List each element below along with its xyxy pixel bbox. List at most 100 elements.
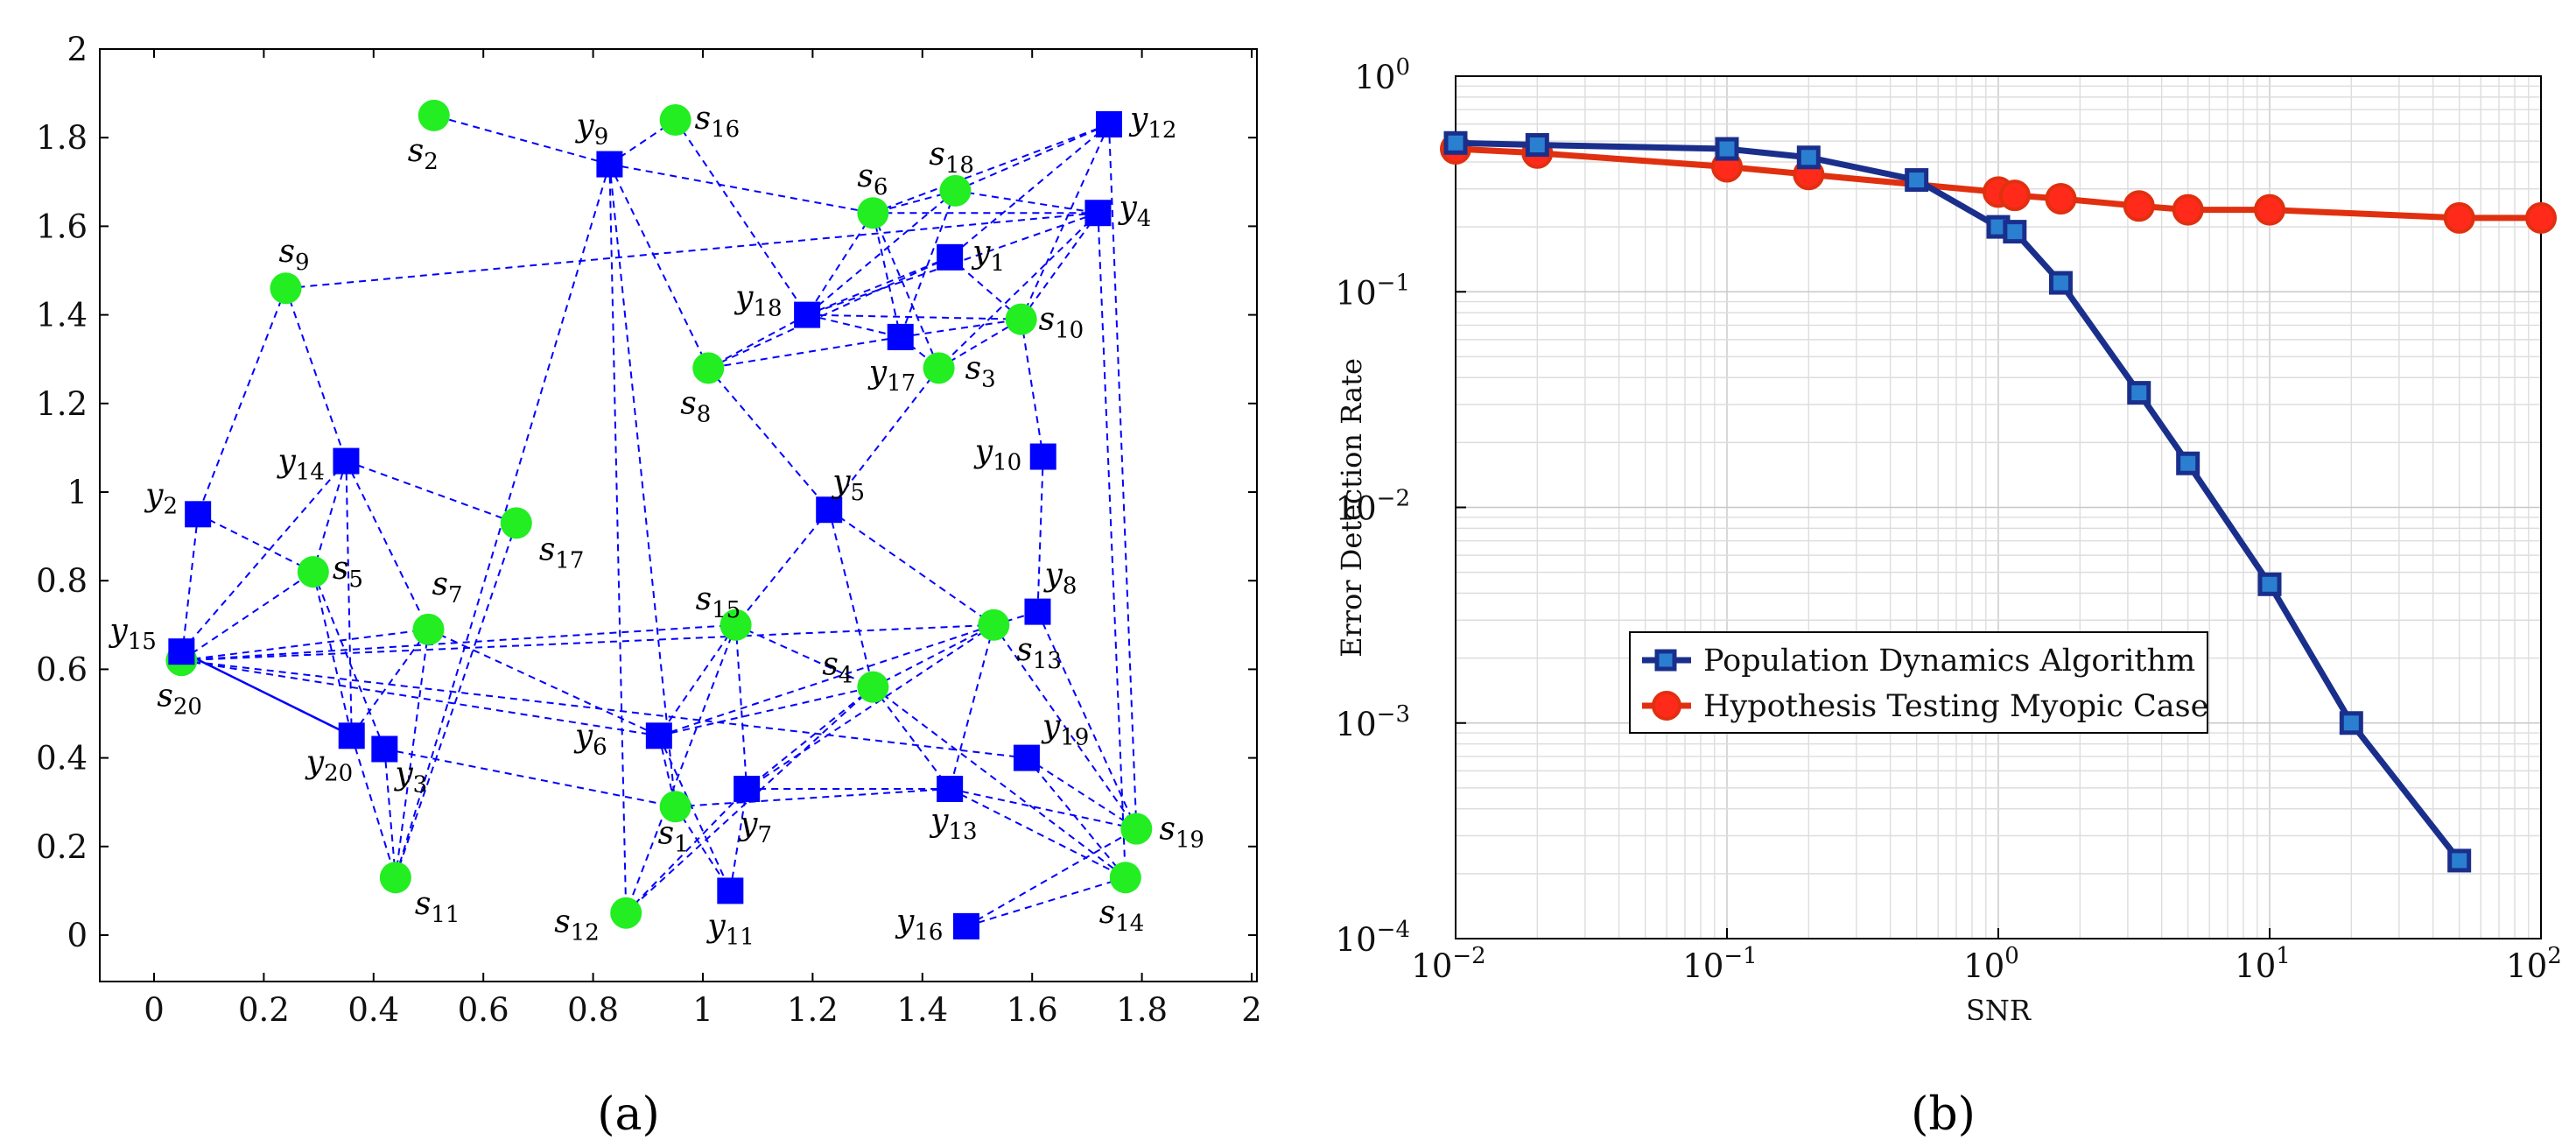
x-tick-label: 1.2 bbox=[787, 991, 839, 1029]
node-y9 bbox=[596, 151, 623, 178]
legend-label: Population Dynamics Algorithm bbox=[1703, 644, 2195, 679]
node-y3 bbox=[371, 735, 398, 763]
network-edge-y18-y17 bbox=[806, 313, 901, 338]
network-axis-ticks: 0 0.2 0.4 0.6 0.8 1 1.2 1.4 1.6 1.8 2 0 0.2 0.4 0.6 0.8… bbox=[36, 31, 1262, 1029]
network-edge-s7-s11 bbox=[394, 629, 430, 878]
data-point-hypothesis-testing bbox=[2045, 183, 2077, 215]
network-edge-y17-s8 bbox=[708, 335, 901, 369]
network-edge-s16-y18 bbox=[674, 119, 808, 316]
node-label-y18: y18 bbox=[733, 280, 782, 322]
node-label-y16: y16 bbox=[895, 904, 943, 946]
node-s3 bbox=[923, 352, 955, 384]
network-edge-s15-s4 bbox=[735, 623, 874, 688]
node-label-y9: y9 bbox=[574, 109, 608, 151]
network-edge-s20-s15 bbox=[181, 623, 736, 662]
node-s7 bbox=[412, 613, 445, 645]
x-tick-label: 100 bbox=[1963, 943, 2019, 985]
node-label-s5: s5 bbox=[333, 551, 363, 593]
network-edge-s15-y6 bbox=[658, 624, 737, 736]
network-edge-y12-y1 bbox=[949, 123, 1110, 258]
network-edge-s10-y10 bbox=[1020, 319, 1044, 457]
node-y12 bbox=[1095, 111, 1122, 138]
x-tick-label: 101 bbox=[2235, 943, 2291, 985]
node-label-s16: s16 bbox=[695, 101, 741, 143]
node-s18 bbox=[939, 174, 972, 207]
panel-label-b: (b) bbox=[1911, 1088, 1976, 1141]
network-edge-s3-y5 bbox=[828, 367, 940, 510]
node-label-s13: s13 bbox=[1016, 632, 1062, 674]
network-edge-s15-s12 bbox=[625, 624, 737, 914]
y-tick-label: 1.6 bbox=[36, 208, 88, 245]
network-edge-y18-s8 bbox=[707, 313, 808, 369]
y-tick-label: 0.4 bbox=[36, 740, 88, 778]
node-label-s8: s8 bbox=[680, 385, 711, 427]
network-edge-y1-s8 bbox=[707, 256, 951, 369]
node-label-y8: y8 bbox=[1042, 558, 1077, 600]
network-panel: s1 s2 s3 s4 s5 s6 s7 s8 s9 s10 s11 s12 s13 s14 s15 s16 s… bbox=[36, 31, 1262, 1141]
node-y8 bbox=[1024, 598, 1051, 625]
network-edge-y2-s5 bbox=[197, 513, 314, 573]
node-s6 bbox=[857, 197, 889, 229]
node-y17 bbox=[887, 323, 914, 350]
network-edge-y3-s1 bbox=[384, 748, 676, 808]
node-label-y19: y19 bbox=[1041, 709, 1089, 751]
node-label-s9: s9 bbox=[278, 234, 309, 276]
node-y16 bbox=[952, 912, 979, 939]
y-tick-label: 0.6 bbox=[36, 651, 88, 688]
network-edge-y8-s19 bbox=[1036, 611, 1138, 829]
data-point-population-dynamics bbox=[2003, 220, 2027, 244]
network-edge-s6-y17 bbox=[872, 213, 902, 338]
data-point-hypothesis-testing bbox=[2172, 194, 2204, 226]
network-edge-s9-y14 bbox=[284, 287, 347, 461]
series-line-hypothesis-testing bbox=[1455, 145, 2541, 222]
y-tick-label: 1 bbox=[67, 474, 88, 511]
node-label-s2: s2 bbox=[408, 133, 439, 175]
y-tick-label: 0.8 bbox=[36, 562, 88, 600]
network-edge-s4-s13 bbox=[872, 623, 994, 688]
data-point-population-dynamics bbox=[1905, 168, 1929, 193]
network-edge-s3-s10 bbox=[938, 318, 1022, 369]
network-edge-s6-s3 bbox=[872, 212, 940, 369]
node-label-y3: y3 bbox=[393, 756, 427, 798]
legend-marker-circle bbox=[1652, 691, 1681, 721]
network-edge-s20-s5 bbox=[180, 571, 314, 662]
node-label-y10: y10 bbox=[973, 434, 1021, 476]
node-s16 bbox=[659, 103, 691, 136]
network-edge-y6-s13 bbox=[658, 623, 994, 737]
legend-box bbox=[1629, 631, 2208, 734]
node-label-y7: y7 bbox=[738, 806, 772, 848]
network-edge-y4-y18 bbox=[806, 212, 1098, 316]
x-tick-label: 10−1 bbox=[1682, 943, 1757, 985]
network-edge-y19-s19 bbox=[1026, 756, 1137, 830]
network-edge-y1-y18 bbox=[806, 256, 951, 316]
network-edge-y3-s11 bbox=[383, 749, 397, 878]
y-tick-label: 10−1 bbox=[1336, 270, 1410, 312]
node-s17 bbox=[500, 507, 532, 539]
y-tick-label: 1.2 bbox=[36, 385, 88, 423]
network-edge-y9-s2 bbox=[433, 114, 610, 165]
y-tick-label: 10−4 bbox=[1336, 917, 1410, 959]
node-label-s7: s7 bbox=[432, 566, 463, 609]
node-s1 bbox=[659, 791, 691, 823]
y-tick-label: 1.4 bbox=[36, 297, 88, 334]
node-s15 bbox=[719, 609, 752, 641]
network-edge-y20-s11 bbox=[350, 735, 397, 878]
network-edge-y9-s1 bbox=[608, 164, 677, 807]
network-edge-s9-y4 bbox=[285, 212, 1098, 290]
node-y20 bbox=[338, 722, 365, 749]
node-s4 bbox=[857, 671, 889, 703]
network-edge-y9-s6 bbox=[609, 163, 874, 215]
data-point-hypothesis-testing bbox=[2525, 201, 2557, 234]
node-y4 bbox=[1084, 200, 1112, 227]
node-y13 bbox=[937, 776, 964, 803]
node-label-s14: s14 bbox=[1099, 895, 1145, 937]
line-chart-grid bbox=[1455, 76, 2541, 939]
network-edge-s20-s7 bbox=[181, 628, 429, 662]
data-point-population-dynamics bbox=[2339, 711, 2363, 735]
node-label-s11: s11 bbox=[415, 886, 460, 928]
network-edge-s4-s12 bbox=[625, 686, 874, 914]
panel-label-a: (a) bbox=[597, 1088, 660, 1141]
network-edge-y2-s20 bbox=[180, 514, 200, 661]
node-s11 bbox=[379, 862, 411, 894]
network-edge-y12-s18 bbox=[955, 123, 1110, 192]
